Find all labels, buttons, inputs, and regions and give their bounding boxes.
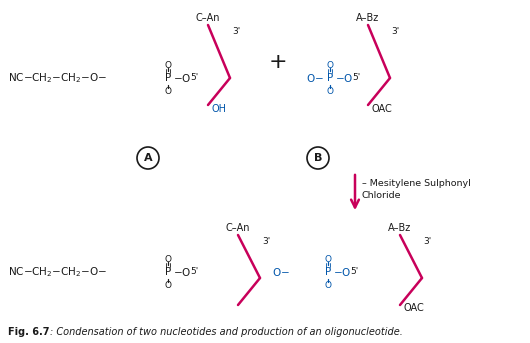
Text: OH: OH [212,104,227,114]
Text: $-$O: $-$O [173,72,191,84]
Text: P: P [165,267,171,277]
Text: C–An: C–An [196,13,220,23]
Text: P: P [165,73,171,83]
Text: O: O [324,281,331,289]
Text: 5': 5' [352,73,360,83]
Text: OAC: OAC [403,303,424,313]
Text: $-$O: $-$O [333,266,351,278]
Text: Chloride: Chloride [362,191,402,201]
Text: NC$-$CH$_2$$-$CH$_2$$-$O$-$: NC$-$CH$_2$$-$CH$_2$$-$O$-$ [8,71,107,85]
Text: OAC: OAC [372,104,393,114]
Text: 3': 3' [262,237,270,247]
Text: 3': 3' [423,237,431,247]
Text: O: O [326,86,333,95]
Text: O: O [164,256,172,264]
Text: +: + [269,52,287,72]
Text: $-$O: $-$O [173,266,191,278]
Text: 5': 5' [190,268,198,276]
Text: $-$O: $-$O [335,72,354,84]
Text: 3': 3' [232,27,240,36]
Text: C–An: C–An [226,223,250,233]
Text: A: A [144,153,152,163]
Text: O: O [164,86,172,95]
Text: P: P [327,73,333,83]
Text: – Mesitylene Sulphonyl: – Mesitylene Sulphonyl [362,178,471,188]
Text: A–Bz: A–Bz [356,13,379,23]
Text: B: B [314,153,322,163]
Text: NC$-$CH$_2$$-$CH$_2$$-$O$-$: NC$-$CH$_2$$-$CH$_2$$-$O$-$ [8,265,107,279]
Text: Fig. 6.7: Fig. 6.7 [8,327,49,337]
Text: A–Bz: A–Bz [388,223,412,233]
Text: 3': 3' [391,27,399,36]
Text: : Condensation of two nucleotides and production of an oligonucleotide.: : Condensation of two nucleotides and pr… [50,327,403,337]
Text: O: O [326,61,333,71]
Text: O: O [164,61,172,71]
Text: O: O [164,281,172,289]
Text: O$-$: O$-$ [306,72,324,84]
Text: 5': 5' [350,268,358,276]
Text: O: O [324,256,331,264]
Text: O$-$: O$-$ [272,266,290,278]
Text: P: P [325,267,331,277]
Text: 5': 5' [190,73,198,83]
